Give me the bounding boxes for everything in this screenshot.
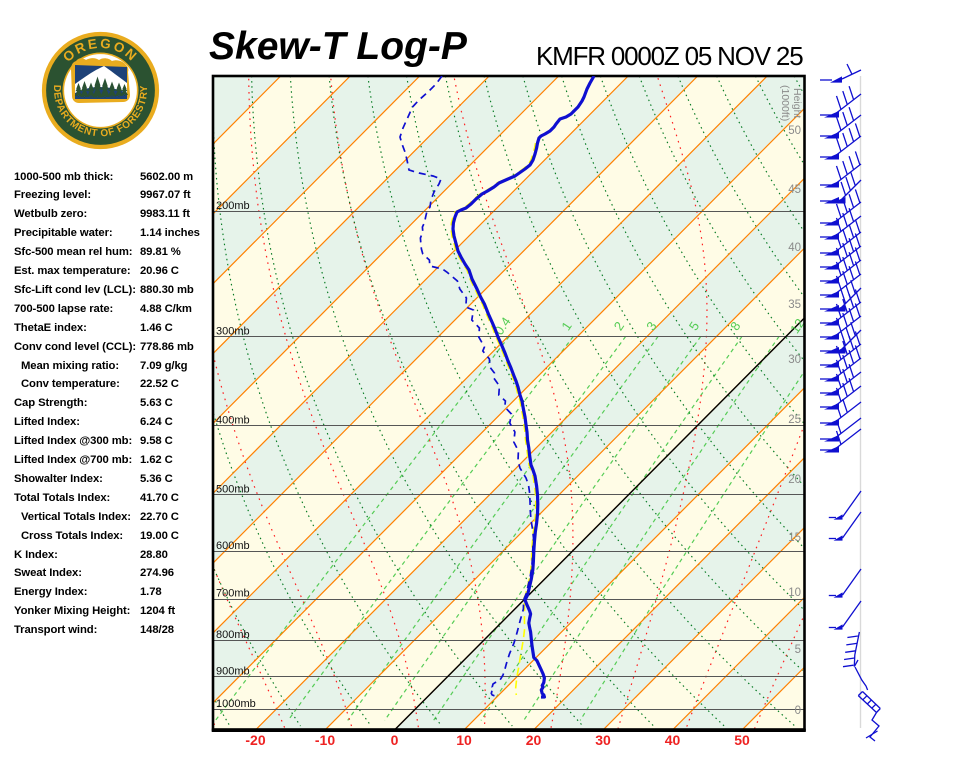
- svg-text:400mb: 400mb: [216, 414, 250, 426]
- svg-text:500mb: 500mb: [216, 484, 250, 496]
- svg-text:12: 12: [787, 316, 808, 336]
- svg-text:700mb: 700mb: [216, 588, 250, 600]
- svg-text:25: 25: [788, 414, 801, 426]
- svg-text:0: 0: [391, 732, 399, 748]
- svg-text:1000mb: 1000mb: [216, 698, 256, 710]
- svg-text:45: 45: [788, 184, 801, 196]
- svg-text:900mb: 900mb: [216, 665, 250, 677]
- svg-text:300mb: 300mb: [216, 325, 250, 337]
- svg-text:-10: -10: [315, 732, 335, 748]
- svg-text:0: 0: [795, 705, 801, 717]
- svg-text:20: 20: [788, 474, 801, 486]
- svg-text:40: 40: [665, 732, 681, 748]
- svg-text:800mb: 800mb: [216, 629, 250, 641]
- svg-text:40: 40: [788, 242, 801, 254]
- svg-text:30: 30: [788, 354, 801, 366]
- svg-text:Height: Height: [791, 88, 803, 118]
- svg-text:10: 10: [456, 732, 472, 748]
- svg-text:50: 50: [734, 732, 750, 748]
- svg-text:600mb: 600mb: [216, 540, 250, 552]
- svg-text:30: 30: [595, 732, 611, 748]
- svg-text:(1000ft): (1000ft): [779, 85, 791, 121]
- svg-text:50: 50: [788, 125, 801, 137]
- svg-text:200mb: 200mb: [216, 200, 250, 212]
- svg-text:35: 35: [788, 299, 801, 311]
- svg-text:-20: -20: [245, 732, 265, 748]
- svg-text:5: 5: [795, 644, 801, 656]
- svg-text:20: 20: [526, 732, 542, 748]
- svg-text:15: 15: [788, 532, 801, 544]
- svg-text:10: 10: [788, 587, 801, 599]
